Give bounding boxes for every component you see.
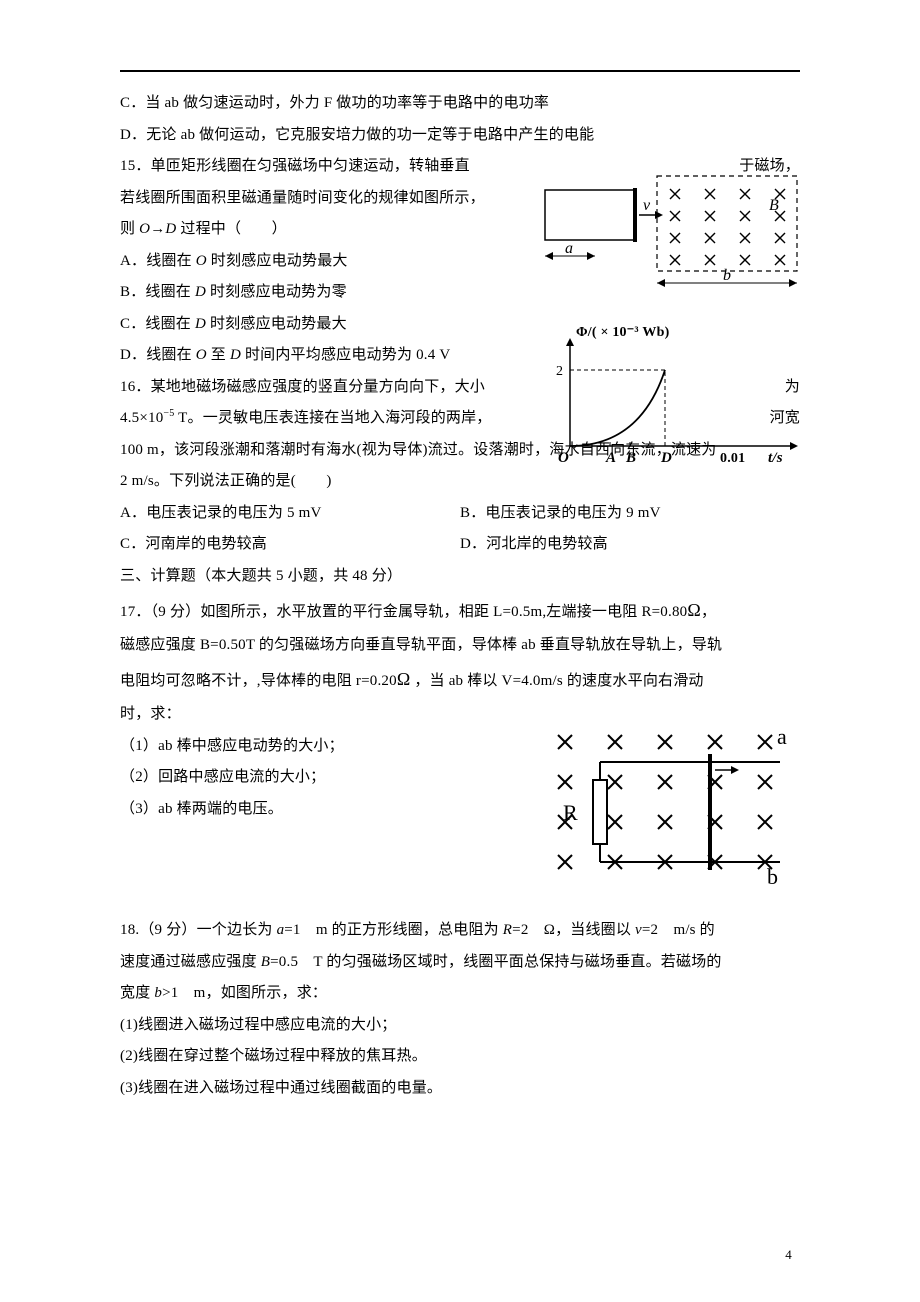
svg-text:a: a bbox=[565, 240, 573, 257]
q15a-it: O bbox=[196, 253, 207, 269]
q15c-pre: C．线圈在 bbox=[120, 316, 195, 332]
svg-text:A: A bbox=[605, 450, 616, 466]
q18-sub-2: (2)线圈在穿过整个磁场过程中释放的焦耳热。 bbox=[120, 1041, 800, 1073]
q15d-it1: O bbox=[196, 347, 207, 363]
q18-1-mid2: =2 Ω，当线圈以 bbox=[512, 922, 635, 938]
q15c-post: 时刻感应电动势最大 bbox=[206, 316, 347, 332]
q15-stem-3-d: D bbox=[165, 221, 176, 237]
q16-stem-2-left: 4.5×10−5 T。一灵敏电压表连接在当地入海河段的两岸， bbox=[120, 403, 492, 435]
q17-3-pre: 电阻均可忽略不计，,导体棒的电阻 r=0.20 bbox=[120, 673, 397, 689]
q18-v: v bbox=[635, 922, 642, 938]
q17-stem-2: 磁感应强度 B=0.50T 的匀强磁场方向垂直导轨平面，导体棒 ab 垂直导轨放… bbox=[120, 630, 800, 662]
q18-stem-1: 18.（9 分）一个边长为 a=1 m 的正方形线圈，总电阻为 R=2 Ω，当线… bbox=[120, 915, 800, 947]
q17-circuit-diagram: Ra b bbox=[545, 720, 805, 903]
q18-2-post: =0.5 T 的匀强磁场区域时，线圈平面总保持与磁场垂直。若磁场的 bbox=[270, 954, 721, 970]
arrow-icon: → bbox=[150, 221, 165, 237]
q16-options-ab: A．电压表记录的电压为 5 mV B．电压表记录的电压为 9 mV bbox=[120, 498, 800, 530]
q16-2-post: T。一灵敏电压表连接在当地入海河段的两岸， bbox=[174, 410, 491, 426]
svg-text:Φ/( × 10⁻³ Wb): Φ/( × 10⁻³ Wb) bbox=[576, 325, 670, 340]
svg-text:v: v bbox=[643, 197, 651, 214]
q17-stem-1: 17．（9 分）如图所示，水平放置的平行金属导轨，相距 L=0.5m,左端接一电… bbox=[120, 592, 800, 630]
q16-a: A．电压表记录的电压为 5 mV bbox=[120, 498, 460, 530]
q17-3-post: ，当 ab 棒以 V=4.0m/s 的速度水平向右滑动 bbox=[410, 673, 703, 689]
q18-2-pre: 速度通过磁感应强度 bbox=[120, 954, 261, 970]
q18-stem-2: 速度通过磁感应强度 B=0.5 T 的匀强磁场区域时，线圈平面总保持与磁场垂直。… bbox=[120, 947, 800, 979]
page-number: 4 bbox=[785, 1241, 792, 1268]
svg-text:B: B bbox=[625, 450, 636, 466]
q15b-post: 时刻感应电动势为零 bbox=[206, 284, 347, 300]
svg-text:B: B bbox=[769, 197, 779, 214]
q16-options-cd: C．河南岸的电势较高 D．河北岸的电势较高 bbox=[120, 529, 800, 561]
page: C．当 ab 做匀速运动时，外力 F 做功的功率等于电路中的电功率 D．无论 a… bbox=[0, 0, 920, 1302]
q18-R: R bbox=[503, 922, 512, 938]
q18-1-mid: =1 m 的正方形线圈，总电阻为 bbox=[284, 922, 503, 938]
q15c-it: D bbox=[195, 316, 206, 332]
q15b-pre: B．线圈在 bbox=[120, 284, 195, 300]
q15-stem-3-o: O bbox=[139, 221, 150, 237]
q17-1-post: ， bbox=[701, 604, 716, 620]
q18-sub-1: (1)线圈进入磁场过程中感应电流的大小； bbox=[120, 1010, 800, 1042]
q18-sub-3: (3)线圈在进入磁场过程中通过线圈截面的电量。 bbox=[120, 1073, 800, 1105]
q16-2-sup: −5 bbox=[163, 408, 174, 419]
q15-stem-1-left: 15．单匝矩形线圈在匀强磁场中匀速运动，转轴垂直 bbox=[120, 151, 470, 183]
q18-stem-3: 宽度 b>1 m，如图所示，求： bbox=[120, 978, 800, 1010]
q16-d: D．河北岸的电势较高 bbox=[460, 529, 800, 561]
q15-graph: Φ/( × 10⁻³ Wb) 2 AB D O 0.01 t/s bbox=[530, 318, 810, 486]
svg-text:0.01: 0.01 bbox=[720, 451, 745, 466]
q14-option-d: D．无论 ab 做何运动，它克服安培力做的功一定等于电路中产生的电能 bbox=[120, 120, 800, 152]
omega-icon: Ω bbox=[687, 600, 701, 620]
q14-option-c: C．当 ab 做匀速运动时，外力 F 做功的功率等于电路中的电功率 bbox=[120, 88, 800, 120]
q15-stem-3-post: 过程中（ ） bbox=[176, 221, 286, 237]
svg-text:2: 2 bbox=[556, 364, 563, 379]
q16-b: B．电压表记录的电压为 9 mV bbox=[460, 498, 800, 530]
q15a-post: 时刻感应电动势最大 bbox=[207, 253, 348, 269]
q15d-pre: D．线圈在 bbox=[120, 347, 196, 363]
omega-icon: Ω bbox=[397, 669, 411, 689]
svg-text:a: a bbox=[777, 724, 787, 749]
q15b-it: D bbox=[195, 284, 206, 300]
q15a-pre: A．线圈在 bbox=[120, 253, 196, 269]
q16-c: C．河南岸的电势较高 bbox=[120, 529, 460, 561]
q15d-mid: 至 bbox=[207, 347, 230, 363]
q18-b-var: b bbox=[154, 985, 162, 1001]
q17-stem-3: 电阻均可忽略不计，,导体棒的电阻 r=0.20Ω ，当 ab 棒以 V=4.0m… bbox=[120, 661, 800, 699]
svg-text:D: D bbox=[660, 450, 672, 466]
svg-text:t/s: t/s bbox=[768, 450, 783, 466]
q18-B: B bbox=[261, 954, 270, 970]
svg-text:O: O bbox=[558, 450, 569, 466]
q18-1-post: =2 m/s 的 bbox=[642, 922, 715, 938]
q18-3-pre: 宽度 bbox=[120, 985, 154, 1001]
q18-1-pre: 18.（9 分）一个边长为 bbox=[120, 922, 277, 938]
svg-text:b: b bbox=[723, 267, 731, 284]
q15-stem-3-pre: 则 bbox=[120, 221, 139, 237]
section-3-heading: 三、计算题（本大题共 5 小题，共 48 分） bbox=[120, 561, 800, 593]
q15d-post: 时间内平均感应电动势为 0.4 V bbox=[241, 347, 450, 363]
q17-1-pre: 17．（9 分）如图所示，水平放置的平行金属导轨，相距 L=0.5m,左端接一电… bbox=[120, 604, 687, 620]
q16-stem-1-left: 16．某地地磁场磁感应强度的竖直分量方向向下，大小 bbox=[120, 372, 485, 404]
q15-field-diagram: v Ba b bbox=[535, 170, 805, 303]
q16-2-pre: 4.5×10 bbox=[120, 410, 163, 426]
svg-text:R: R bbox=[563, 800, 578, 825]
svg-text:b: b bbox=[767, 864, 778, 889]
q18-3-post: >1 m，如图所示，求： bbox=[162, 985, 327, 1001]
q15d-it2: D bbox=[230, 347, 241, 363]
